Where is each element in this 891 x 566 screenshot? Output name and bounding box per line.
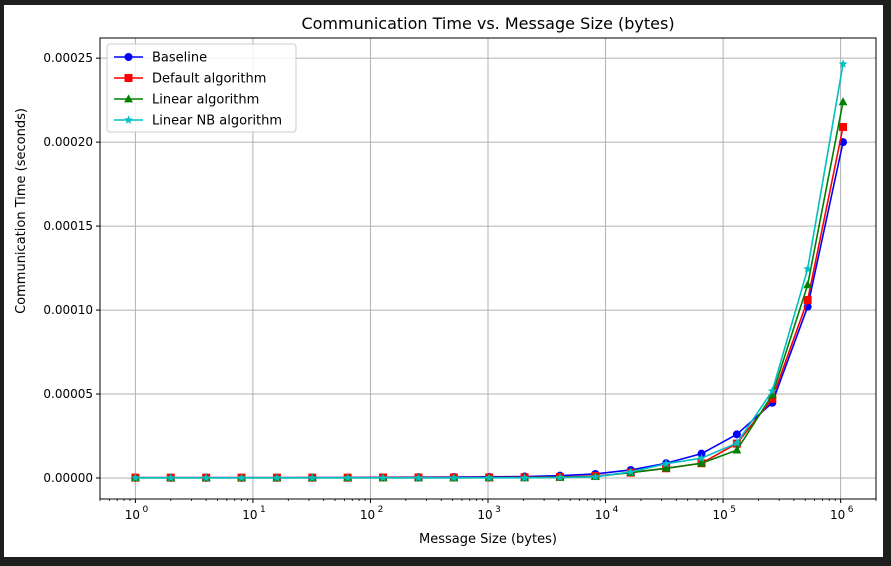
series-2	[131, 123, 848, 482]
series-line	[135, 101, 844, 479]
data-point-star	[343, 473, 353, 482]
y-axis-label: Communication Time (seconds)	[14, 108, 29, 314]
x-tick-exponent: 3	[495, 505, 501, 515]
legend-entry: Linear NB algorithm	[114, 114, 282, 129]
data-point-star	[732, 438, 742, 447]
data-point-triangle	[803, 280, 813, 289]
legend-label: Baseline	[152, 51, 207, 66]
y-tick-label: 0.00000	[43, 471, 93, 485]
data-point-square	[803, 295, 812, 304]
data-point-triangle	[767, 390, 777, 399]
data-point-star	[201, 473, 211, 482]
y-tick-label: 0.00020	[43, 135, 93, 149]
data-point-star	[803, 264, 813, 273]
data-point-star	[484, 473, 494, 482]
data-point-triangle	[124, 94, 133, 103]
data-point-triangle	[661, 463, 671, 472]
x-tick-exponent: 6	[848, 505, 854, 515]
data-point-star	[626, 467, 636, 476]
data-point-star	[131, 473, 140, 482]
legend-label: Linear algorithm	[152, 93, 259, 108]
data-point-triangle	[697, 458, 706, 467]
series-4	[131, 59, 848, 482]
chart: Communication Time vs. Message Size (byt…	[14, 14, 877, 547]
data-point-triangle	[732, 445, 742, 454]
legend-entry: Linear algorithm	[114, 93, 259, 108]
data-point-star	[838, 59, 848, 68]
x-tick-label: 10	[595, 508, 610, 522]
x-tick-label: 10	[125, 508, 140, 522]
legend-label: Linear NB algorithm	[152, 114, 282, 129]
x-tick-label: 10	[360, 508, 375, 522]
legend-box	[106, 43, 297, 133]
y-tick-label: 0.00005	[43, 387, 93, 401]
data-point-star	[520, 473, 529, 482]
data-point-star	[307, 473, 317, 482]
x-tick-exponent: 5	[730, 505, 736, 515]
legend-label: Default algorithm	[152, 72, 266, 87]
data-point-star	[767, 386, 777, 395]
data-point-triangle	[838, 97, 848, 106]
x-tick-exponent: 0	[143, 505, 149, 515]
x-tick-label: 10	[830, 508, 845, 522]
series-group	[130, 59, 848, 482]
y-tick-label: 0.00010	[43, 303, 93, 317]
data-point-star	[697, 453, 706, 462]
data-point-circle	[732, 430, 741, 439]
data-point-circle	[124, 53, 133, 61]
data-point-star	[414, 473, 423, 482]
y-tick-label: 0.00025	[43, 51, 93, 65]
data-point-square	[124, 74, 133, 82]
data-point-square	[768, 394, 777, 403]
x-tick-label: 10	[477, 508, 492, 522]
data-point-star	[555, 472, 565, 482]
x-tick-exponent: 2	[378, 505, 384, 515]
data-point-star	[378, 473, 388, 482]
data-point-star	[124, 115, 133, 124]
series-line	[135, 126, 844, 479]
data-point-star	[166, 473, 176, 482]
axis-ticks: 0.00000 0.00005 0.00010 0.00015 0.00020 0.000…	[43, 51, 877, 522]
data-point-star	[661, 459, 671, 468]
legend: Baseline Default algorithm Linear algorith…	[106, 43, 297, 133]
x-tick-label: 10	[242, 508, 257, 522]
data-point-star	[237, 473, 246, 482]
y-tick-label: 0.00015	[43, 219, 93, 233]
series-3	[130, 97, 848, 482]
data-point-star	[272, 473, 282, 482]
legend-entry: Default algorithm	[114, 72, 266, 87]
legend-entry: Baseline	[114, 51, 207, 66]
data-point-square	[839, 123, 848, 132]
data-point-star	[590, 472, 600, 481]
x-tick-label: 10	[712, 508, 727, 522]
chart-title: Communication Time vs. Message Size (byt…	[301, 14, 674, 33]
data-point-star	[449, 473, 459, 482]
figure: Communication Time vs. Message Size (byt…	[4, 5, 883, 557]
x-tick-exponent: 1	[260, 505, 266, 515]
x-axis-label: Message Size (bytes)	[419, 532, 557, 547]
x-tick-exponent: 4	[613, 505, 619, 515]
